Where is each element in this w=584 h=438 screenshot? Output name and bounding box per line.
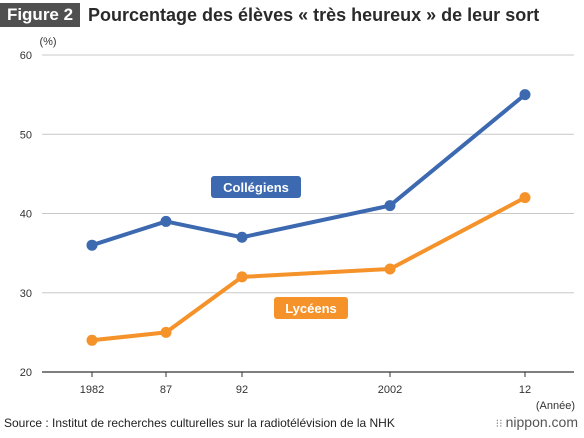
data-point [86, 334, 98, 346]
data-point [236, 231, 248, 243]
y-axis-label: (%) [39, 36, 56, 48]
dots-icon: ⁝⁝ [495, 418, 503, 430]
x-axis-label: (Année) [536, 400, 575, 412]
y-tick-label: 50 [20, 129, 32, 141]
data-point [236, 271, 248, 283]
brand-name: nippon.com [505, 414, 578, 430]
data-point [160, 326, 172, 338]
x-tick-label: 1982 [80, 384, 104, 396]
axes: 20 30 40 50 60 (%) 1982 87 92 2002 12 (Année) [20, 36, 575, 412]
data-point [160, 215, 172, 227]
y-tick-label: 60 [20, 50, 32, 62]
source-note: Source : Institut de recherches culturel… [4, 416, 395, 430]
x-tick-label: 92 [236, 384, 248, 396]
x-tick-label: 12 [519, 384, 531, 396]
series [86, 89, 531, 346]
y-tick-label: 30 [20, 288, 32, 300]
figure-label: Figure 2 [0, 3, 80, 27]
data-point [86, 239, 98, 251]
series-labels: Collégiens Lycéens [211, 176, 348, 319]
y-tick-label: 40 [20, 209, 32, 221]
x-tick-label: 87 [160, 384, 172, 396]
series-line-colegiens [90, 92, 527, 248]
gridlines [42, 54, 574, 373]
chart-title: Pourcentage des élèves « très heureux » … [88, 5, 540, 25]
series-label-box [211, 176, 301, 198]
x-tick-label: 2002 [378, 384, 402, 396]
series-label: Lycéens [285, 301, 337, 316]
series-label: Collégiens [223, 180, 289, 195]
data-point [519, 192, 531, 204]
figure-header: Figure 2 Pourcentage des élèves « très h… [0, 0, 584, 30]
series-label-box [274, 297, 348, 319]
brand-logo: ⁝⁝ nippon.com [496, 414, 578, 430]
data-point [384, 200, 396, 212]
data-point [519, 89, 531, 101]
data-point [384, 263, 396, 275]
y-tick-label: 20 [20, 367, 32, 379]
